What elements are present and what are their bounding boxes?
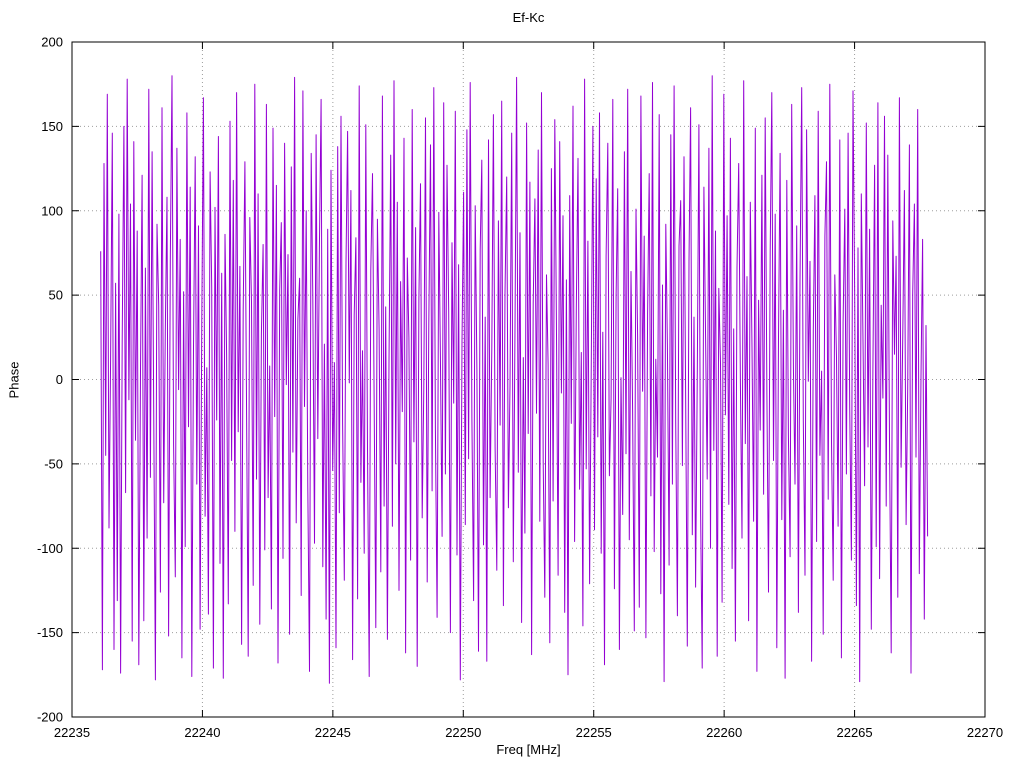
plot-border xyxy=(71,41,986,718)
y-tick-label: -150 xyxy=(37,625,63,640)
y-tick-label: 100 xyxy=(41,203,63,218)
x-axis-label: Freq [MHz] xyxy=(496,742,561,757)
tick-marks: 22235 22240 22245 22250 22255 22260 22265 22270… xyxy=(37,35,1003,741)
x-tick-label: 22270 xyxy=(967,725,1003,740)
y-tick-label: 0 xyxy=(56,372,63,387)
x-tick-label: 22240 xyxy=(184,725,220,740)
x-tick-label: 22245 xyxy=(315,725,351,740)
chart-title: Ef-Kc xyxy=(512,10,545,25)
x-tick-label: 22260 xyxy=(706,725,742,740)
series-group xyxy=(71,41,986,718)
y-tick-label: 150 xyxy=(41,119,63,134)
y-tick-label: -100 xyxy=(37,541,63,556)
y-tick-label: 50 xyxy=(49,288,63,303)
y-tick-label: -50 xyxy=(44,456,63,471)
x-tick-label: 22265 xyxy=(836,725,872,740)
x-tick-label: 22235 xyxy=(54,725,90,740)
x-tick-label: 22255 xyxy=(576,725,612,740)
y-tick-label: 200 xyxy=(41,35,63,50)
x-tick-label: 22250 xyxy=(445,725,481,740)
phase-series-line xyxy=(100,75,929,684)
y-tick-label: -200 xyxy=(37,710,63,725)
